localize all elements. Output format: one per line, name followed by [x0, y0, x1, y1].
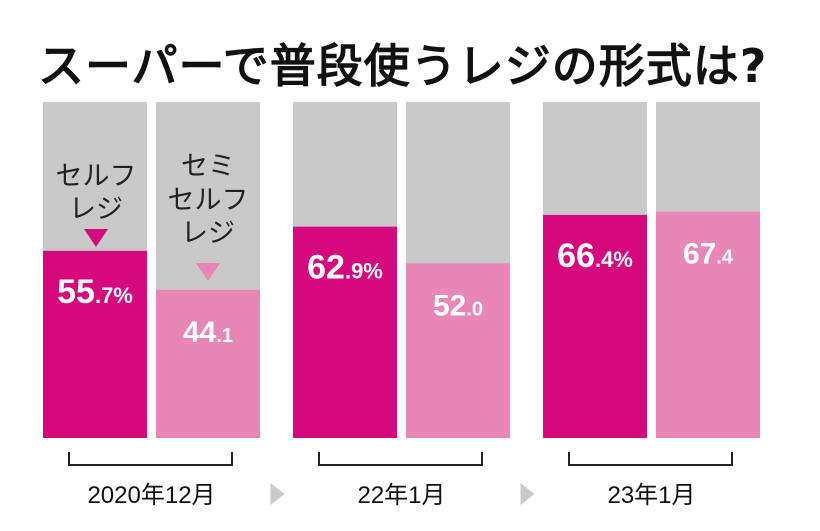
period-arrows — [270, 483, 535, 505]
period-labels: 2020年12月 22年1月 23年1月 — [87, 482, 695, 509]
legend-semi-arrow — [196, 263, 220, 281]
period-label: 22年1月 — [357, 482, 445, 509]
legend-semi-line3: レジ — [181, 218, 235, 249]
period-label: 2020年12月 — [87, 482, 215, 509]
bar-semi — [156, 289, 260, 438]
bar-self — [293, 226, 397, 438]
legend-self-line2: レジ — [69, 194, 123, 225]
legend-self-line1: セルフ — [56, 161, 137, 192]
period-brackets — [68, 452, 733, 466]
bar-self — [43, 250, 147, 438]
legend-semi-line2: セルフ — [168, 185, 249, 216]
bar-self — [543, 214, 647, 438]
value-labels-layer: 55.7% 44.1 62.9% 52.0 66.4% 67.4 — [57, 237, 734, 349]
legend-semi-line1: セミ — [181, 151, 235, 182]
bar-value-label: 44.1 — [183, 316, 233, 349]
bar-value-label: 52.0 — [433, 289, 483, 322]
bar-value-label: 62.9% — [307, 249, 383, 287]
bar-semi — [406, 263, 510, 438]
chart-title: スーパーで普段使うレジの形式は? — [38, 39, 768, 93]
chevron-right-icon — [270, 483, 285, 505]
legend-self-arrow — [84, 229, 108, 247]
chevron-right-icon — [520, 483, 535, 505]
bar-semi — [656, 211, 760, 438]
bar-value-label: 67.4 — [683, 238, 734, 271]
period-bracket — [568, 452, 733, 466]
period-bracket — [68, 452, 233, 466]
bars-layer — [43, 102, 760, 438]
bar-value-label: 55.7% — [57, 273, 133, 311]
period-label: 23年1月 — [607, 482, 695, 509]
bar-value-label: 66.4% — [557, 237, 633, 275]
period-bracket — [318, 452, 483, 466]
